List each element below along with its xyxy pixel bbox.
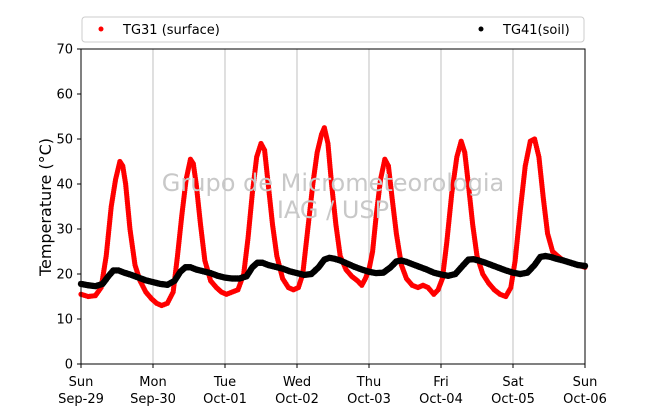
plot-frame [80,48,586,365]
watermark-line-1: Grupo de Micrometeorologia [162,169,504,197]
x-tick-label-day: Mon [139,375,166,390]
x-tick-label-date: Sep-30 [130,392,176,407]
x-tick-label-date: Oct-03 [347,392,391,407]
y-axis-title: Temperature (°C) [36,138,55,277]
x-tick-label-day: Thu [356,375,381,390]
x-tick-label-day: Tue [213,375,236,390]
x-tick-label-date: Oct-02 [275,392,319,407]
x-tick-label-day: Sun [573,375,598,390]
y-tick-label: 10 [56,313,73,328]
data-points [77,125,589,309]
x-tick-label-date: Sep-29 [58,392,104,407]
x-axis: Sun Sep-29 Mon Sep-30 Tue Oct-01 Wed Oct-02 Thu O… [58,364,607,407]
x-tick-label-day: Sat [502,375,523,390]
y-axis: 0 10 20 30 40 50 60 70 [56,43,81,373]
x-tick-label-day: Sun [69,375,94,390]
series-soil [77,252,589,290]
x-tick-label-day: Fri [433,375,449,390]
x-tick-label-date: Oct-01 [203,392,247,407]
y-tick-label: 40 [56,178,73,193]
y-tick-label: 0 [65,358,73,373]
legend-label-soil: TG41(soil) [502,23,570,38]
y-tick-label: 50 [56,133,73,148]
y-tick-label: 30 [56,223,73,238]
x-tick-label-date: Oct-05 [491,392,535,407]
y-tick-label: 70 [56,43,73,58]
x-tick-label-date: Oct-06 [563,392,607,407]
x-tick-label-date: Oct-04 [419,392,463,407]
y-tick-label: 20 [56,268,73,283]
x-tick-label-day: Wed [283,375,311,390]
legend-label-surface: TG31 (surface) [122,23,220,38]
legend-marker-soil [478,26,484,32]
vertical-gridlines [152,49,514,364]
watermark-line-2: IAG / USP [277,196,389,224]
legend-marker-surface [98,26,104,32]
legend-box [81,16,585,43]
watermark: Grupo de Micrometeorologia IAG / USP [162,169,504,224]
legend: TG31 (surface) TG41(soil) [81,16,585,43]
y-tick-label: 60 [56,88,73,103]
